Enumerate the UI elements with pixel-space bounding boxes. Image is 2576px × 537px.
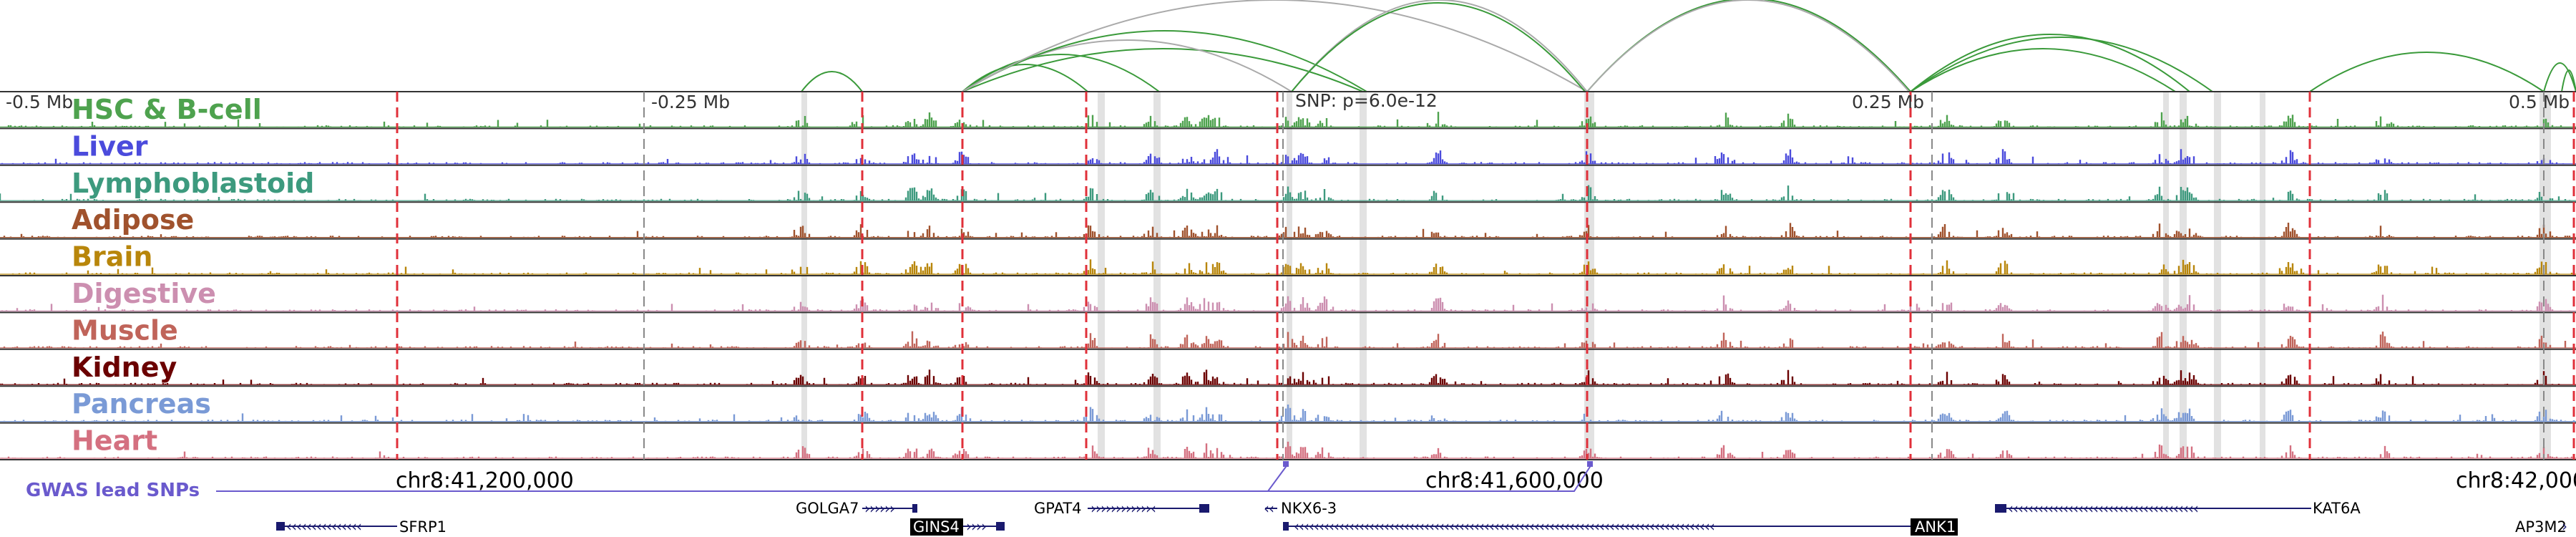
svg-text:‹‹‹‹‹‹‹‹‹‹‹‹‹‹‹: ‹‹‹‹‹‹‹‹‹‹‹‹‹‹‹ [286, 518, 361, 535]
svg-text:›: › [2562, 518, 2567, 535]
gene-nkx6-3[interactable]: ‹‹ NKX6-3 [1264, 500, 1337, 517]
signal-digestive [0, 294, 2576, 311]
loop-arc [962, 0, 1588, 92]
loop-arc [1910, 37, 2213, 92]
svg-text:‹‹‹‹‹‹‹‹‹‹‹‹‹‹‹‹‹‹‹‹‹‹‹‹‹‹‹‹‹‹: ‹‹‹‹‹‹‹‹‹‹‹‹‹‹‹‹‹‹‹‹‹‹‹‹‹‹‹‹‹‹‹‹‹‹‹‹‹‹ [2008, 500, 2198, 517]
gene-sfrp1[interactable]: ‹‹‹‹‹‹‹‹‹‹‹‹‹‹‹ SFRP1 [276, 518, 447, 536]
gene-ank1[interactable]: ‹‹‹‹‹‹‹‹‹‹‹‹‹‹‹‹‹‹‹‹‹‹‹‹‹‹‹‹‹‹‹‹‹‹‹‹‹‹‹‹… [1283, 518, 1958, 536]
track-label: Adipose [72, 204, 194, 236]
loop-arc [1291, 0, 1588, 92]
signal-tracks [0, 112, 2576, 459]
loop-arc [1291, 2, 1586, 92]
gwas-snp-2 [1587, 461, 1593, 467]
track-label: Muscle [72, 314, 178, 346]
loop-arc [962, 30, 1367, 92]
track-labels: HSC & B-cell Liver Lymphoblastoid Adipose Br… [72, 94, 314, 457]
svg-text:‹‹: ‹‹ [1264, 500, 1274, 517]
loop-arc [962, 48, 1364, 92]
gene-gpat4[interactable]: GPAT4 ››››››››››››‹ [1034, 500, 1209, 517]
dashed-markers [396, 92, 2575, 460]
svg-text:‹‹‹‹‹‹‹‹‹‹‹‹‹‹‹‹‹‹‹‹‹‹‹‹‹‹‹‹‹‹: ‹‹‹‹‹‹‹‹‹‹‹‹‹‹‹‹‹‹‹‹‹‹‹‹‹‹‹‹‹‹‹‹‹‹‹‹‹‹‹‹… [1294, 518, 1714, 535]
scale-label-left: -0.5 Mb [6, 92, 73, 112]
loop-arc [801, 71, 863, 92]
track-label: Pancreas [72, 388, 211, 420]
signal-lymphoblastoid [0, 185, 2576, 201]
loop-arc [962, 54, 1160, 92]
gwas-track: GWAS lead SNPs [26, 461, 1593, 501]
gene-ap3m2[interactable]: AP3M2 › [2515, 518, 2567, 536]
gwas-label: GWAS lead SNPs [26, 480, 200, 501]
signal-pancreas [0, 405, 2576, 422]
gene-label-ank1: ANK1 [1915, 518, 1956, 536]
svg-text:››››››: ›››››› [864, 500, 894, 517]
chromatin-loops [801, 0, 2576, 92]
loop-arc [962, 64, 1088, 92]
signal-adipose [0, 223, 2576, 238]
track-borders [0, 91, 2576, 460]
gene-label-sfrp1: SFRP1 [399, 518, 447, 536]
track-label: Lymphoblastoid [72, 168, 314, 199]
signal-hsc-b-cell [0, 112, 2576, 127]
snp-label: SNP: p=6.0e-12 [1295, 90, 1438, 111]
gene-label-kat6a: KAT6A [2313, 500, 2361, 517]
signal-kidney [0, 369, 2576, 385]
scale-label-right: 0.5 Mb [2509, 92, 2570, 112]
signal-liver [0, 149, 2576, 165]
gene-label-ap3m2: AP3M2 [2515, 518, 2567, 536]
signal-brain [0, 259, 2576, 275]
track-label: Heart [72, 425, 157, 457]
scale-label-left-mid: -0.25 Mb [651, 92, 730, 112]
track-label: Brain [72, 241, 152, 273]
loop-arc [2561, 69, 2576, 92]
gene-label-golga7: GOLGA7 [796, 500, 859, 517]
loop-arc [1586, 0, 1910, 92]
coord-label-3: chr8:42,000 [2456, 468, 2576, 493]
gene-track: ‹‹‹‹‹‹‹‹‹‹‹‹‹‹‹ SFRP1 GOLGA7 ›››››› GINS… [276, 500, 2567, 536]
gene-gins4[interactable]: GINS4 ›››› [910, 518, 1005, 536]
signal-muscle [0, 331, 2576, 349]
loop-arc [2309, 52, 2545, 92]
gene-label-gins4: GINS4 [913, 518, 960, 536]
track-label: HSC & B-cell [72, 94, 262, 125]
loop-arc [2543, 62, 2576, 92]
signal-heart [0, 441, 2576, 459]
coord-label-2: chr8:41,600,000 [1425, 468, 1604, 493]
track-label: Liver [72, 130, 148, 162]
svg-text:››››: ›››› [966, 518, 986, 535]
loop-arc [1910, 34, 2190, 92]
gene-kat6a[interactable]: ‹‹‹‹‹‹‹‹‹‹‹‹‹‹‹‹‹‹‹‹‹‹‹‹‹‹‹‹‹‹‹‹‹‹‹‹‹‹ K… [1995, 500, 2361, 517]
svg-text:››››››››››››‹: ››››››››››››‹ [1091, 500, 1156, 517]
coord-label-1: chr8:41,200,000 [396, 468, 574, 493]
gene-golga7[interactable]: GOLGA7 ›››››› [796, 500, 917, 517]
gwas-snp-1 [1283, 461, 1289, 467]
track-label: Digestive [72, 278, 216, 309]
gene-label-nkx6-3: NKX6-3 [1281, 500, 1337, 517]
gene-label-gpat4: GPAT4 [1034, 500, 1082, 517]
scale-label-right-mid: 0.25 Mb [1852, 92, 1924, 112]
loop-arc [1910, 48, 2176, 92]
gwas-connector-1 [216, 461, 1287, 492]
track-label: Kidney [72, 352, 177, 383]
